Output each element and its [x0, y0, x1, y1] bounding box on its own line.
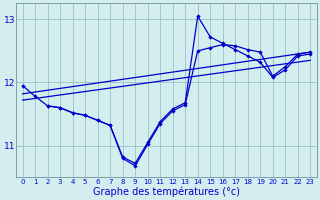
X-axis label: Graphe des températures (°c): Graphe des températures (°c)	[93, 186, 240, 197]
